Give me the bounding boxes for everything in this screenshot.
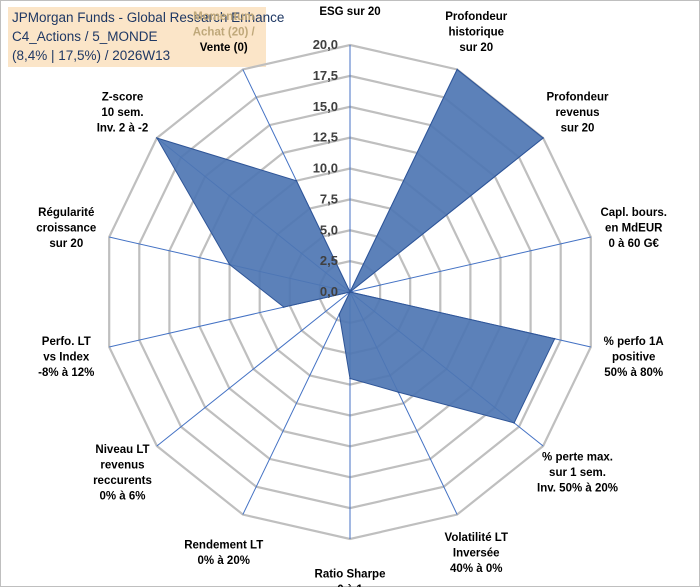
axis-label-line: reccurents: [93, 475, 152, 487]
axis-label: Note ESG sur 20: [319, 0, 380, 18]
axis-label-line: Momentum: [193, 11, 254, 23]
tick-label: 7,5: [320, 191, 338, 206]
chart-title-box: JPMorgan Funds - Global Research Enhance…: [8, 7, 284, 67]
axis-label: Profondeur historique sur 20: [445, 11, 507, 54]
axis-label: % perfo 1A positive 50% à 80%: [604, 336, 664, 379]
axis-label-line: Achat (20) /: [193, 27, 256, 39]
axis-label: Z-score 10 sem. Inv. 2 à -2: [97, 91, 149, 134]
axis-label-line: Capl. bours.: [600, 207, 666, 219]
axis-label-line: 0% à 6%: [99, 490, 145, 502]
axis-label-line: Rendement LT: [184, 540, 263, 552]
axis-label-line: Régularité: [38, 207, 94, 219]
axis-label-line: 0% à 20%: [198, 555, 250, 567]
axis-label: % perte max. sur 1 sem. Inv. 50% à 20%: [537, 452, 618, 495]
axis-label-line: sur 20: [459, 42, 493, 54]
tick-label: 12,5: [313, 130, 338, 145]
axis-label-line: Inv. 50% à 20%: [537, 483, 618, 495]
axis-label-line: en MdEUR: [605, 223, 663, 235]
data-point: [349, 291, 351, 293]
axis-label: Rendement LT 0% à 20%: [184, 540, 263, 568]
axis-label-line: sur 20: [561, 122, 595, 134]
axis-label-line: % perte max.: [542, 452, 613, 464]
axis-label-line: Inversée: [453, 547, 500, 559]
axis-label-line: Perfo. LT: [42, 336, 91, 348]
axis-spoke: [242, 291, 351, 515]
axis-label-line: Niveau LT: [95, 444, 149, 456]
axis-label-line: 50% à 80%: [604, 367, 663, 379]
axis-label: Capl. bours. en MdEUR 0 à 60 G€: [600, 207, 666, 250]
axis-label-line: croissance: [36, 223, 96, 235]
axis-label: Niveau LT revenus reccurents 0% à 6%: [93, 444, 152, 503]
axis-label: Perfo. LT vs Index -8% à 12%: [38, 336, 94, 379]
axis-label: Ratio Sharpe 0 à 1: [315, 568, 386, 587]
data-point: [295, 179, 298, 182]
axis-label-line: Note: [337, 0, 363, 2]
axis-label-line: 0 à 1: [337, 584, 363, 587]
data-point: [542, 137, 544, 139]
axis-label-line: historique: [448, 27, 504, 39]
chart-title-category: C4_Actions / 5_MONDE: [12, 29, 158, 44]
tick-label: 5,0: [320, 222, 338, 237]
axis-label: Régularité croissance sur 20: [36, 207, 96, 250]
chart-title-period: (8,4% | 17,5%) / 2026W13: [12, 48, 171, 63]
tick-label: 10,0: [313, 161, 338, 176]
axis-label-line: Profondeur: [547, 91, 609, 103]
axis-label-line: revenus: [555, 107, 599, 119]
axis-label-line: Vente (0): [200, 42, 248, 54]
axis-label: Momentum Achat (20) / Vente (0): [193, 11, 256, 54]
axis-label-line: sur 20: [49, 238, 83, 250]
data-point: [282, 306, 285, 308]
data-point: [553, 337, 556, 340]
axis-label-line: 40% à 0%: [450, 563, 502, 575]
chart-title-fund: JPMorgan Funds - Global Research Enhance: [12, 10, 285, 25]
axis-label-line: 0 à 60 G€: [608, 238, 659, 250]
axis-label-line: Volatilité LT: [445, 532, 508, 544]
data-point: [456, 68, 458, 71]
tick-label: 0,0: [320, 284, 338, 299]
data-point: [338, 313, 341, 316]
axis-label-line: 10 sem.: [101, 107, 143, 119]
axis-label-line: % perfo 1A: [604, 336, 664, 348]
axis-label-line: revenus: [100, 459, 144, 471]
tick-label: 17,5: [313, 68, 338, 83]
axis-spoke: [349, 236, 591, 293]
data-point: [228, 263, 231, 266]
axis-label-line: -8% à 12%: [38, 367, 94, 379]
data-point: [397, 391, 400, 393]
tick-label: 2,5: [320, 253, 338, 268]
axis-label-line: sur 1 sem.: [549, 467, 606, 479]
data-point: [156, 137, 158, 139]
axis-label: Profondeur revenus sur 20: [547, 91, 609, 134]
axis-spoke: [156, 291, 351, 447]
tick-label: 15,0: [313, 99, 338, 114]
axis-label-line: Z-score: [102, 91, 144, 103]
axis-label-line: ESG sur 20: [319, 6, 380, 18]
axis-label-line: Inv. 2 à -2: [97, 122, 149, 134]
axis-label: Volatilité LT Inversée 40% à 0%: [445, 532, 508, 575]
axis-label-line: vs Index: [43, 351, 90, 363]
tick-label: 20,0: [313, 37, 338, 52]
axis-label-line: Profondeur: [445, 11, 507, 23]
axis-label-line: Ratio Sharpe: [315, 568, 386, 580]
data-point: [513, 422, 515, 424]
axis-label-line: positive: [612, 351, 655, 363]
data-point: [349, 377, 351, 380]
